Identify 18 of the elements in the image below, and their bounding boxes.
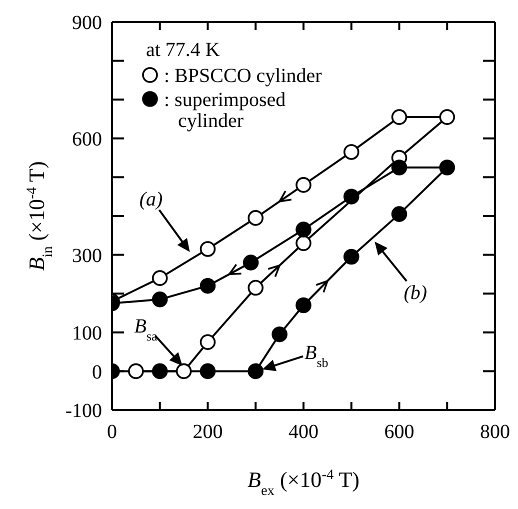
annotation: (b) (404, 282, 428, 304)
y-tick-label: 300 (72, 244, 102, 267)
y-tick-label: 900 (72, 12, 102, 34)
x-tick-label: 800 (480, 421, 510, 444)
x-tick-label: 400 (288, 421, 318, 444)
legend-label: : superimposed cylinder (164, 89, 286, 132)
y-tick-label: 100 (72, 322, 102, 344)
y-tick-label: -100 (65, 400, 102, 422)
annotation: B$_{sb}$ (304, 342, 328, 370)
x-axis-title: B$_{ex}$ (×10$^{-4}$ T) (248, 467, 360, 499)
y-tick-label: 0 (92, 361, 102, 384)
legend-title: at 77.4 K (146, 39, 220, 61)
x-tick-label: 200 (192, 421, 223, 444)
x-tick-label: 600 (384, 421, 414, 444)
x-tick-label: 0 (107, 421, 117, 444)
annotation: (a) (139, 188, 163, 211)
legend-label: : BPSCCO cylinder (164, 65, 322, 87)
y-tick-label: 600 (72, 128, 102, 150)
